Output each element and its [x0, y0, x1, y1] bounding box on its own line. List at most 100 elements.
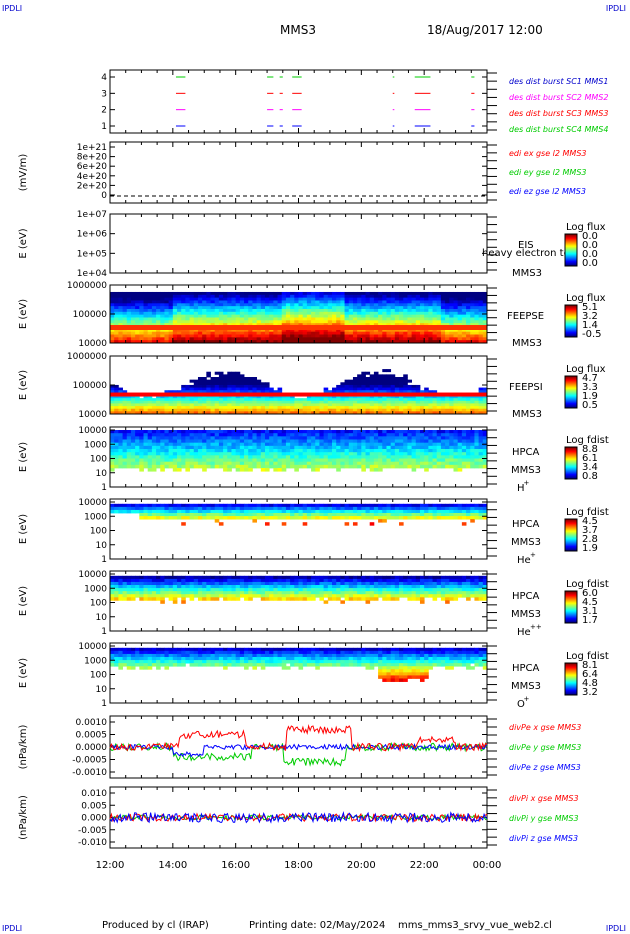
- feepse-cell: [332, 320, 337, 324]
- hpca_h-cell: [327, 430, 333, 434]
- hpca_he-cell: [214, 513, 220, 517]
- feepsi-cell: [252, 400, 258, 404]
- hpca_he-cell: [403, 503, 408, 508]
- feepse-cell: [361, 334, 366, 338]
- feepsi-cell: [390, 400, 396, 404]
- hpca_h-cell: [160, 464, 165, 469]
- feepse-cell: [135, 323, 140, 327]
- feepse-cell: [332, 314, 337, 318]
- hpca_h-cell: [361, 458, 366, 463]
- feepse-cell: [394, 291, 400, 296]
- hpca_he-cell: [210, 516, 216, 520]
- hpca_h-cell: [206, 442, 211, 447]
- hpca_he-cell: [428, 516, 433, 520]
- feepsi-cell: [206, 408, 211, 412]
- hpca_h-cell: [445, 452, 450, 456]
- hpca_he-cbar-cell: [565, 526, 577, 528]
- feepsi-cell: [478, 395, 484, 399]
- feepse-cell: [386, 320, 392, 324]
- hpca_h-cell: [248, 430, 253, 434]
- feepse-cell: [151, 306, 157, 310]
- feepse-cell: [114, 303, 119, 307]
- feepsi-cell: [390, 406, 396, 410]
- hpca_he-cell: [248, 509, 253, 514]
- feepsi-cell: [197, 398, 203, 402]
- feepse-cell: [474, 314, 480, 318]
- feepse-cell: [172, 291, 178, 296]
- feepsi-cell: [436, 395, 442, 399]
- feepsi-cell: [248, 382, 253, 386]
- feepse-cell: [156, 291, 161, 296]
- feepsi-cell: [365, 377, 371, 381]
- hpca_h-cell: [306, 461, 312, 466]
- feepsi-cbar-cell: [565, 379, 577, 381]
- feepsi-cell: [399, 387, 404, 391]
- feepse-cell: [197, 337, 203, 341]
- feepse-cell: [323, 340, 329, 344]
- feepse-cell: [411, 337, 417, 341]
- hpca_he-cell: [407, 509, 412, 514]
- feepse-cell: [122, 294, 128, 299]
- feepsi-cell: [281, 403, 287, 407]
- feepse-cell: [378, 314, 383, 318]
- feepse-cell: [344, 297, 350, 301]
- feepsi-cell: [177, 390, 182, 394]
- feepsi-cell: [223, 408, 228, 412]
- hpca_h-cbar-cell: [565, 464, 577, 466]
- feepse-cell: [369, 340, 375, 344]
- hpca_h-cell: [252, 461, 258, 466]
- hpca_h-cell: [114, 458, 119, 463]
- hpca_he-cell: [193, 513, 199, 517]
- feepsi-cell: [348, 395, 354, 399]
- feepse-cell: [118, 300, 123, 304]
- feepse-cell: [135, 334, 140, 338]
- hpca_he-cell: [403, 509, 408, 514]
- hpca_hepp-cell: [126, 591, 132, 595]
- hpca_he-cbar-cell: [565, 530, 577, 532]
- feepse-cell: [185, 306, 190, 310]
- feepse-cell: [214, 294, 220, 299]
- feepsi-cell: [382, 390, 387, 394]
- edi-legend-item: edi ez gse l2 MMS3: [509, 187, 586, 196]
- hpca_he-cell: [332, 513, 337, 517]
- hpca_h-cell: [227, 445, 232, 450]
- hpca_he-cell: [139, 513, 144, 517]
- hpca_he-cell: [202, 513, 207, 517]
- feepse-cell: [436, 294, 442, 299]
- feepsi-cbar-cell: [565, 405, 577, 407]
- hpca_h-instrument: HPCA: [512, 447, 540, 458]
- feepse-cell: [244, 337, 249, 341]
- feepsi-cell: [378, 379, 383, 383]
- hpca_h-cell: [185, 433, 190, 437]
- feepse-cell: [407, 306, 412, 310]
- hpca_h-cell: [415, 461, 421, 466]
- feepse-cell: [453, 311, 459, 316]
- hpca_he-cell: [340, 503, 345, 508]
- feepse-cell: [281, 334, 287, 338]
- hpca_h-cell: [302, 449, 308, 453]
- hpca_h-cell: [130, 458, 136, 463]
- hpca_h-cell: [336, 452, 341, 456]
- hpca_h-cell: [327, 458, 333, 463]
- feepse-cbar-cell: [565, 333, 577, 335]
- feepse-cell: [319, 297, 325, 301]
- feepse-cell: [114, 308, 119, 313]
- hpca_h-cell: [130, 461, 136, 466]
- hpca_he-cell: [336, 506, 341, 511]
- hpca_h-cell: [110, 436, 115, 440]
- hpca_he-cell: [218, 506, 224, 511]
- feepse-cell: [172, 323, 178, 327]
- feepse-cell: [277, 311, 283, 316]
- hpca_h-cell: [185, 455, 190, 459]
- eis-overlay-label: heavy electron to: [482, 248, 570, 259]
- feepsi-cell: [482, 408, 488, 412]
- hpca_h-cell: [223, 464, 228, 469]
- hpca_he-cell: [264, 503, 270, 508]
- hpca_he-cell: [327, 509, 333, 514]
- feepsi-cell: [390, 398, 396, 402]
- hpca_h-ytick: 100: [90, 455, 107, 465]
- hpca_h-cell: [290, 442, 295, 447]
- hpca_he-cell: [411, 503, 417, 508]
- feepsi-cell: [336, 408, 341, 412]
- hpca_hepp-cell: [114, 575, 119, 580]
